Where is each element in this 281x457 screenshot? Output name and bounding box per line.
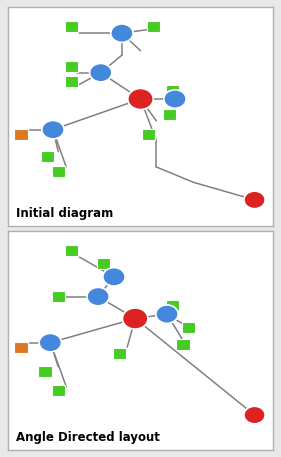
Circle shape <box>103 268 125 286</box>
Circle shape <box>42 121 64 139</box>
Bar <box>65 61 78 72</box>
Bar <box>142 128 155 139</box>
Circle shape <box>87 287 109 306</box>
Text: Initial diagram: Initial diagram <box>16 207 113 220</box>
Bar <box>52 166 65 177</box>
Bar <box>166 300 179 311</box>
Circle shape <box>244 406 265 424</box>
Bar <box>65 245 78 256</box>
Bar <box>147 21 160 32</box>
Bar <box>113 348 126 359</box>
Circle shape <box>156 305 178 324</box>
Bar <box>52 385 65 396</box>
Circle shape <box>128 89 153 110</box>
Text: Angle Directed layout: Angle Directed layout <box>16 430 160 444</box>
Bar <box>97 258 110 269</box>
Bar <box>38 366 52 377</box>
Circle shape <box>164 90 186 108</box>
Bar <box>65 21 78 32</box>
Circle shape <box>90 64 112 82</box>
Bar <box>182 322 195 333</box>
Circle shape <box>123 308 148 329</box>
Circle shape <box>39 334 62 352</box>
Bar <box>52 291 65 302</box>
Bar <box>65 76 78 87</box>
Bar <box>176 340 190 351</box>
Bar <box>15 128 28 139</box>
Circle shape <box>111 24 133 43</box>
Circle shape <box>244 191 265 209</box>
Bar <box>163 109 176 120</box>
Bar <box>15 341 28 352</box>
Bar <box>166 85 179 96</box>
Bar <box>41 150 54 161</box>
